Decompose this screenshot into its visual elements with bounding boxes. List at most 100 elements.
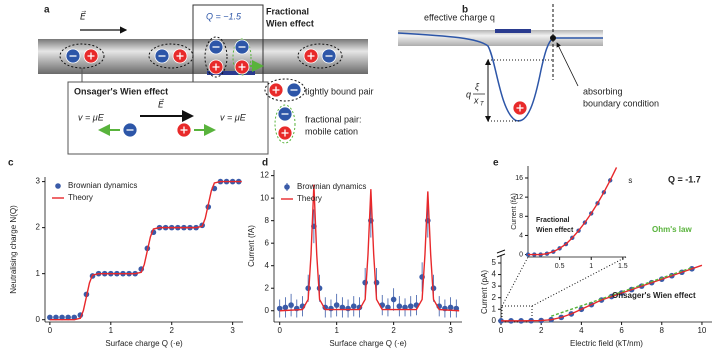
y-axis-label: Current (fA): [247, 225, 256, 267]
pair-outline: [274, 104, 296, 144]
y-tick-label: 0: [265, 306, 270, 315]
y-tick-label: 4: [519, 232, 523, 239]
x-tick-label: 1.5: [618, 263, 628, 270]
data-point: [385, 304, 391, 311]
y-tick-label: 12: [260, 171, 269, 180]
y-tick-label: 0: [492, 316, 497, 325]
pair-outline: [59, 43, 105, 69]
y-tick-label: 8: [265, 216, 270, 225]
y-tick-label: 0: [36, 315, 41, 324]
data-point: [447, 304, 454, 311]
legend-text: tightly bound pair: [305, 86, 374, 96]
y-axis-label: Current (fA): [511, 193, 518, 230]
x-tick-label: 0.5: [555, 263, 565, 270]
barrier-label: ξ: [475, 81, 480, 91]
field-label: E⃗: [158, 99, 164, 110]
y-tick-label: 10: [260, 193, 269, 202]
data-point: [276, 305, 283, 312]
y-tick-label: 1: [36, 269, 41, 278]
legend-label: Brownian dynamics: [68, 181, 137, 190]
data-point: [47, 314, 53, 321]
y-tick-label: 4: [265, 261, 270, 270]
y-tick-label: 12: [515, 194, 523, 201]
panel-label: c: [8, 158, 14, 169]
panel-label: e: [493, 158, 499, 169]
diagram-b: effective charge q q ξ x T absorbing bou…: [397, 4, 659, 122]
x-tick-label: 8: [660, 326, 665, 335]
annotation: Wien effect: [536, 227, 574, 234]
x-tick-label: 1: [334, 326, 339, 335]
x-axis-label: Surface charge Q (·e): [329, 339, 407, 348]
zoom-box: [501, 305, 533, 323]
x-tick-label: 1: [109, 326, 114, 335]
pair-outline: [264, 78, 306, 102]
onsager-title: Onsager's Wien effect: [74, 86, 168, 96]
theory-line: [49, 180, 242, 321]
barrier-label: q: [466, 89, 471, 99]
annotation: Q = -1.7: [668, 174, 701, 184]
data-point: [373, 279, 380, 286]
y-tick-label: 16: [515, 175, 523, 182]
x-tick-label: 6: [619, 326, 624, 335]
y-tick-label: 5: [492, 258, 497, 267]
legend-text: mobile cation: [305, 126, 358, 136]
zoom-line: [501, 256, 529, 307]
data-point: [390, 296, 397, 303]
field-label: E⃗: [80, 11, 86, 22]
effect-title: Wien effect: [266, 18, 314, 28]
x-tick-label: 0: [277, 326, 282, 335]
y-tick-label: 3: [492, 281, 497, 290]
effect-title: Fractional: [266, 6, 309, 16]
data-point: [350, 303, 357, 310]
potential-curve: [397, 32, 603, 122]
pair-outline: [204, 36, 228, 78]
charge-bar: [495, 29, 531, 33]
data-point: [288, 302, 294, 308]
y-axis-label: Current (pA): [480, 270, 489, 314]
axis-break: [496, 249, 506, 254]
legend-label: Brownian dynamics: [297, 182, 366, 191]
charge-bar: [207, 71, 255, 75]
y-tick-label: 8: [519, 213, 523, 220]
y-axis-label: Neutralising charge N(Q): [9, 205, 18, 294]
data-point: [345, 305, 351, 312]
theory-line: [279, 184, 460, 312]
x-tick-label: 4: [579, 326, 584, 335]
charge-label: Q = −1.5: [206, 11, 242, 21]
y-tick-label: 6: [265, 238, 270, 247]
data-point: [53, 314, 59, 321]
x-tick-label: 2: [169, 326, 174, 335]
boundary-label: absorbing: [583, 86, 623, 96]
velocity-label: v = μE: [220, 112, 247, 122]
legend-swatch: [55, 183, 61, 189]
velocity-label: v = μE: [78, 112, 105, 122]
barrier-label: x: [473, 95, 479, 105]
annotation: Ohm's law: [652, 225, 692, 234]
axis-break: [496, 253, 506, 258]
y-tick-label: 0: [519, 251, 523, 258]
effective-charge: effective charge q: [424, 12, 495, 22]
boundary-point: [550, 35, 556, 41]
x-tick-label: 2: [391, 326, 396, 335]
diagram-a: E⃗ Q = −1.5 Fractional Wien effect Onsag…: [38, 4, 374, 155]
panel-label: d: [262, 158, 268, 169]
x-axis-label: Electric field (kT/nm): [570, 339, 643, 348]
x-tick-label: 0: [48, 326, 53, 335]
x-axis-label: Surface charge Q (·e): [105, 339, 183, 348]
data-point: [402, 304, 408, 311]
y-tick-label: 3: [36, 177, 41, 186]
pair-outline: [297, 43, 343, 69]
annotation: Onsager's Wien effect: [612, 291, 696, 300]
pointer: [556, 42, 579, 87]
panel-label: a: [44, 5, 50, 16]
y-tick-label: 2: [36, 223, 41, 232]
x-tick-label: 3: [448, 326, 453, 335]
barrier-label: T: [480, 102, 485, 108]
data-point: [339, 304, 346, 311]
legend-text: fractional pair:: [305, 114, 362, 124]
x-tick-label: 3: [230, 326, 235, 335]
data-point: [333, 302, 340, 308]
pair-outline: [148, 43, 194, 69]
y-tick-label: 4: [492, 270, 497, 279]
data-point: [65, 314, 71, 321]
